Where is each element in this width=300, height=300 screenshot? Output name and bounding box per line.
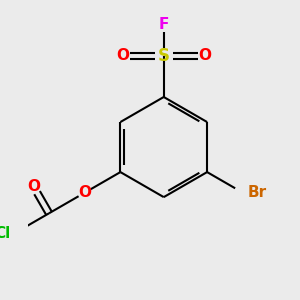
- Text: O: O: [78, 185, 91, 200]
- Text: O: O: [27, 179, 40, 194]
- Text: S: S: [158, 47, 170, 65]
- Text: O: O: [116, 48, 129, 63]
- Text: Br: Br: [248, 185, 267, 200]
- Text: O: O: [199, 48, 212, 63]
- Text: F: F: [159, 17, 169, 32]
- Text: Cl: Cl: [0, 226, 11, 242]
